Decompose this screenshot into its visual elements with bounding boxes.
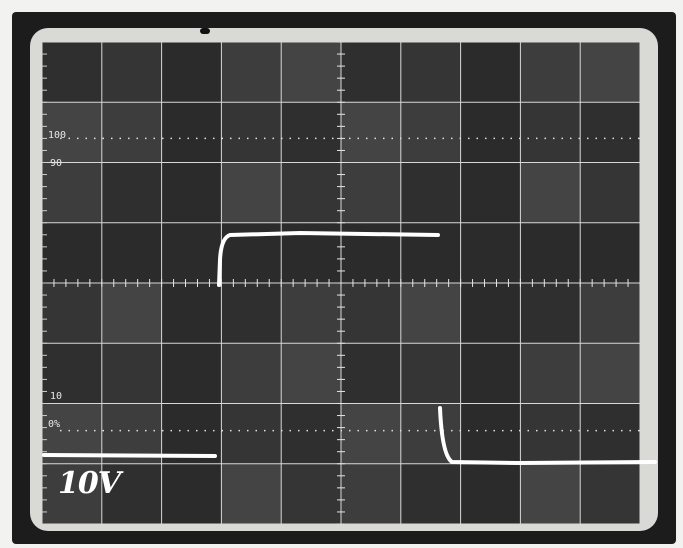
grid-cell — [580, 102, 640, 163]
axis-ticks — [42, 42, 640, 524]
grid-cell — [101, 463, 162, 524]
grid-cell — [580, 162, 640, 223]
grid-cell — [341, 162, 401, 223]
grid-cell — [520, 42, 581, 103]
grid-cell — [341, 283, 401, 344]
grid-cell — [460, 42, 521, 103]
grid-cell — [101, 42, 162, 103]
grid-cell — [580, 403, 640, 464]
grid-cell — [161, 222, 222, 283]
grid-cell — [161, 162, 222, 223]
grid-cell — [580, 283, 640, 344]
grid-cell — [281, 343, 341, 404]
oscilloscope-screen — [42, 42, 640, 524]
grid-cell — [341, 463, 401, 524]
grid-cell — [221, 42, 282, 103]
graticule-svg — [42, 42, 640, 524]
dotted-reference-lines — [60, 137, 640, 432]
grid-cell — [161, 343, 222, 404]
grid-cell — [101, 283, 162, 344]
grid-cell — [520, 162, 581, 223]
scale-mark-10: 10 — [50, 391, 63, 402]
grid-cell — [161, 102, 222, 163]
grid-cells — [42, 42, 640, 524]
bezel-mark — [200, 28, 210, 34]
grid-cell — [42, 222, 102, 283]
volts-per-div-label: 10V — [58, 466, 121, 501]
scale-mark-90: 90 — [50, 158, 63, 169]
grid-cell — [400, 463, 461, 524]
grid-cell — [400, 102, 461, 163]
grid-cell — [460, 222, 521, 283]
grid-cell — [460, 162, 521, 223]
grid-cell — [341, 403, 401, 464]
grid-cell — [101, 102, 162, 163]
grid-cell — [221, 162, 282, 223]
grid-cell — [281, 42, 341, 103]
grid-cell — [281, 102, 341, 163]
scale-mark-100: 100 — [48, 130, 67, 141]
grid-cell — [520, 463, 581, 524]
grid-cell — [221, 463, 282, 524]
grid-cell — [42, 162, 102, 223]
grid-cell — [101, 162, 162, 223]
grid-cell — [281, 463, 341, 524]
grid-cell — [161, 403, 222, 464]
grid-cell — [400, 42, 461, 103]
grid-cell — [101, 222, 162, 283]
grid-cell — [221, 283, 282, 344]
grid-cell — [42, 343, 102, 404]
grid-cell — [281, 283, 341, 344]
grid-cell — [400, 343, 461, 404]
grid-cell — [400, 403, 461, 464]
grid-cell — [400, 162, 461, 223]
grid-cell — [580, 222, 640, 283]
grid-cell — [341, 343, 401, 404]
grid-cell — [520, 403, 581, 464]
grid-cell — [520, 102, 581, 163]
grid-cell — [520, 283, 581, 344]
grid-cell — [520, 222, 581, 283]
scale-mark-0: 0% — [48, 419, 61, 430]
grid-cell — [460, 463, 521, 524]
grid-cell — [520, 343, 581, 404]
grid-cell — [221, 343, 282, 404]
square-wave-trace — [42, 230, 657, 466]
grid-cell — [42, 42, 102, 103]
grid-cell — [42, 102, 102, 163]
grid-cell — [42, 463, 102, 524]
grid-cell — [161, 42, 222, 103]
grid-cell — [281, 162, 341, 223]
grid-cell — [341, 42, 401, 103]
grid-cell — [580, 42, 640, 103]
grid-cell — [460, 102, 521, 163]
grid-cell — [341, 102, 401, 163]
grid-cell — [42, 283, 102, 344]
grid-cell — [161, 463, 222, 524]
grid-cell — [400, 283, 461, 344]
grid-cell — [460, 403, 521, 464]
grid-cell — [101, 343, 162, 404]
grid-cell — [221, 403, 282, 464]
grid-cell — [281, 403, 341, 464]
grid-cell — [221, 102, 282, 163]
grid-cell — [580, 343, 640, 404]
grid-cell — [460, 343, 521, 404]
grid-cell — [580, 463, 640, 524]
grid-cell — [460, 283, 521, 344]
grid-cell — [161, 283, 222, 344]
